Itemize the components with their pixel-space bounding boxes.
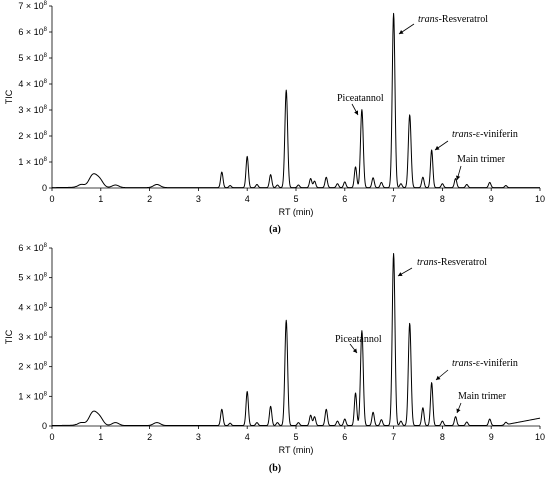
annotation-label: trans-ε-viniferin <box>452 358 518 369</box>
tic-trace <box>51 252 541 427</box>
peak-point <box>91 181 92 182</box>
x-tick-label: 8 <box>440 194 445 204</box>
x-tick-label: 2 <box>147 432 152 442</box>
y-tick-label: 2 × 108 <box>18 131 47 141</box>
x-tick-label: 4 <box>245 432 250 442</box>
y-tick-label: 4 × 108 <box>18 302 47 312</box>
y-tick-label: 7 × 108 <box>18 1 47 11</box>
x-tick-label: 7 <box>391 432 396 442</box>
x-tick-label: 1 <box>98 194 103 204</box>
panel-caption: (b) <box>269 463 281 474</box>
x-tick-label: 5 <box>293 432 298 442</box>
y-tick-label: 0 <box>42 183 47 193</box>
peak-point <box>99 180 100 181</box>
arrowhead-icon <box>455 175 461 180</box>
annotation-label: Main trimer <box>458 391 507 402</box>
arrowhead-icon <box>398 272 403 276</box>
y-tick-label: 6 × 108 <box>18 243 47 253</box>
x-tick-label: 0 <box>49 432 54 442</box>
x-tick-label: 6 <box>342 194 347 204</box>
y-tick-label: 3 × 108 <box>18 105 47 115</box>
y-tick-label: 5 × 108 <box>18 53 47 63</box>
arrowhead-icon <box>435 145 440 150</box>
peak-point <box>91 419 92 420</box>
x-tick-label: 1 <box>98 432 103 442</box>
annotation-label: trans-Resveratrol <box>418 14 488 25</box>
annotation-label: Piceatannol <box>335 334 382 345</box>
y-tick-label: 1 × 108 <box>18 391 47 401</box>
chromatogram-panel-a: 0 1 × 108 2 × 108 3 × 108 4 × 108 5 × 108 6 × … <box>4 1 545 235</box>
y-tick-label: 0 <box>42 421 47 431</box>
x-axis-label: RT (min) <box>279 445 314 455</box>
annotation-label: trans-ε-viniferin <box>452 129 518 140</box>
tic-trace <box>51 12 541 189</box>
x-tick-label: 9 <box>489 194 494 204</box>
x-tick-label: 9 <box>489 432 494 442</box>
x-tick-label: 10 <box>535 432 545 442</box>
x-tick-label: 8 <box>440 432 445 442</box>
arrowhead-icon <box>436 375 441 380</box>
y-tick-label: 4 × 108 <box>18 79 47 89</box>
annotation-label: trans-Resveratrol <box>417 257 487 268</box>
y-tick-label: 2 × 108 <box>18 362 47 372</box>
arrowhead-icon <box>352 348 357 353</box>
x-tick-label: 6 <box>342 432 347 442</box>
annotation-label: Piceatannol <box>337 93 384 104</box>
y-axis-label: TIC <box>4 89 14 104</box>
y-tick-label: 5 × 108 <box>18 273 47 283</box>
y-tick-label: 3 × 108 <box>18 332 47 342</box>
annotation-label: Main trimer <box>457 154 506 165</box>
x-tick-label: 3 <box>196 194 201 204</box>
x-tick-label: 7 <box>391 194 396 204</box>
x-tick-label: 3 <box>196 432 201 442</box>
peak-point <box>94 417 95 418</box>
y-axis-label: TIC <box>4 329 14 344</box>
x-tick-label: 0 <box>49 194 54 204</box>
chromatogram-panel-b: 0 1 × 108 2 × 108 3 × 108 4 × 108 5 × 108 6 × … <box>4 243 545 474</box>
y-tick-label: 1 × 108 <box>18 157 47 167</box>
peak-point <box>99 418 100 419</box>
x-tick-label: 2 <box>147 194 152 204</box>
x-tick-label: 4 <box>245 194 250 204</box>
y-tick-label: 6 × 108 <box>18 27 47 37</box>
panel-caption: (a) <box>269 224 281 235</box>
arrowhead-icon <box>399 29 404 34</box>
x-tick-label: 10 <box>535 194 545 204</box>
peak-point <box>505 423 506 424</box>
arrowhead-icon <box>456 408 461 413</box>
x-tick-label: 5 <box>293 194 298 204</box>
x-axis-label: RT (min) <box>279 207 314 217</box>
arrowhead-icon <box>354 110 359 115</box>
peak-point <box>94 180 95 181</box>
